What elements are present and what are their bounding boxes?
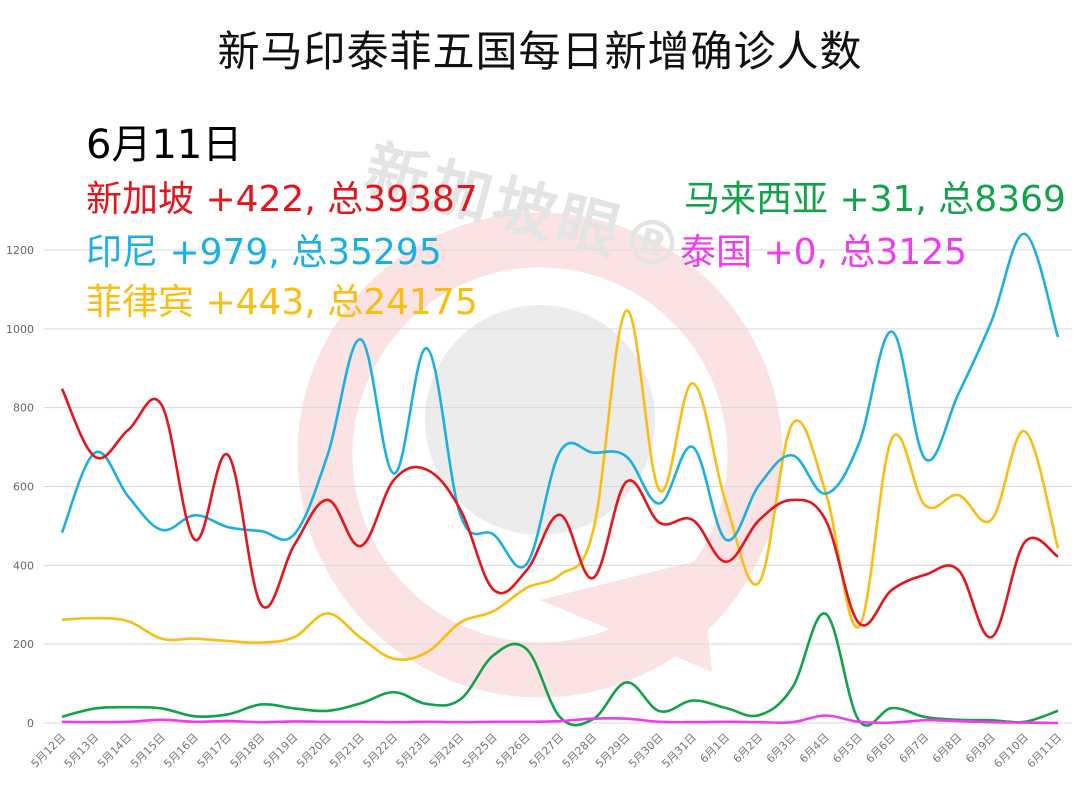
x-tick-label: 5月23日 bbox=[394, 731, 434, 771]
y-tick-label: 800 bbox=[13, 402, 34, 415]
x-axis: 5月12日5月13日5月14日5月15日5月16日5月17日5月18日5月19日… bbox=[29, 731, 1065, 771]
x-tick-label: 6月8日 bbox=[930, 731, 965, 766]
series-lines bbox=[60, 232, 1060, 727]
y-tick-label: 0 bbox=[27, 717, 34, 730]
x-tick-label: 5月28日 bbox=[560, 731, 600, 771]
x-tick-label: 5月31日 bbox=[659, 731, 699, 771]
chart-title: 新马印泰菲五国每日新增确诊人数 bbox=[217, 27, 863, 76]
series-line-新加坡 bbox=[60, 388, 1059, 639]
y-tick-label: 1200 bbox=[6, 244, 34, 257]
legend-thailand: 泰国 +0, 总3125 bbox=[680, 232, 968, 273]
x-tick-label: 5月20日 bbox=[294, 731, 334, 771]
date-label: 6月11日 bbox=[86, 122, 243, 168]
y-tick-label: 200 bbox=[13, 638, 34, 651]
x-tick-label: 5月25日 bbox=[460, 731, 500, 771]
x-tick-label: 5月27日 bbox=[527, 731, 567, 771]
x-tick-label: 5月22日 bbox=[361, 731, 401, 771]
x-tick-label: 6月5日 bbox=[830, 731, 865, 766]
x-tick-label: 5月17日 bbox=[195, 731, 235, 771]
x-tick-label: 6月11日 bbox=[1025, 731, 1065, 771]
x-tick-label: 6月4日 bbox=[797, 731, 832, 766]
series-line-泰国 bbox=[61, 714, 1059, 725]
x-tick-label: 6月7日 bbox=[897, 731, 932, 766]
y-tick-label: 1000 bbox=[6, 323, 34, 336]
x-tick-label: 5月21日 bbox=[327, 731, 367, 771]
legend-philippines: 菲律宾 +443, 总24175 bbox=[86, 282, 478, 323]
x-tick-label: 6月3日 bbox=[764, 731, 799, 766]
x-tick-label: 5月19日 bbox=[261, 731, 301, 771]
x-tick-label: 5月14日 bbox=[95, 731, 135, 771]
legend-indonesia: 印尼 +979, 总35295 bbox=[86, 232, 442, 273]
x-tick-label: 5月30日 bbox=[626, 731, 666, 771]
x-tick-label: 5月18日 bbox=[228, 731, 268, 771]
x-tick-label: 6月2日 bbox=[731, 731, 766, 766]
y-tick-label: 600 bbox=[13, 481, 34, 494]
y-axis: 0 200 400 600 800 1000 1200 bbox=[6, 244, 34, 730]
x-tick-label: 6月6日 bbox=[863, 731, 898, 766]
gridlines bbox=[44, 249, 1072, 724]
legend-malaysia: 马来西亚 +31, 总8369 bbox=[684, 179, 1066, 220]
x-tick-label: 5月15日 bbox=[128, 731, 168, 771]
x-tick-label: 5月12日 bbox=[29, 731, 69, 771]
x-tick-label: 5月26日 bbox=[493, 731, 533, 771]
x-tick-label: 5月29日 bbox=[593, 731, 633, 771]
series-line-菲律宾 bbox=[61, 309, 1060, 661]
x-tick-label: 5月13日 bbox=[62, 731, 102, 771]
x-tick-label: 5月24日 bbox=[427, 731, 467, 771]
legend-singapore: 新加坡 +422, 总39387 bbox=[86, 179, 478, 220]
y-tick-label: 400 bbox=[13, 559, 34, 572]
x-tick-label: 5月16日 bbox=[161, 731, 201, 771]
x-tick-label: 6月10日 bbox=[991, 731, 1031, 771]
x-tick-label: 6月1日 bbox=[697, 731, 732, 766]
series-line-印尼 bbox=[60, 232, 1060, 569]
